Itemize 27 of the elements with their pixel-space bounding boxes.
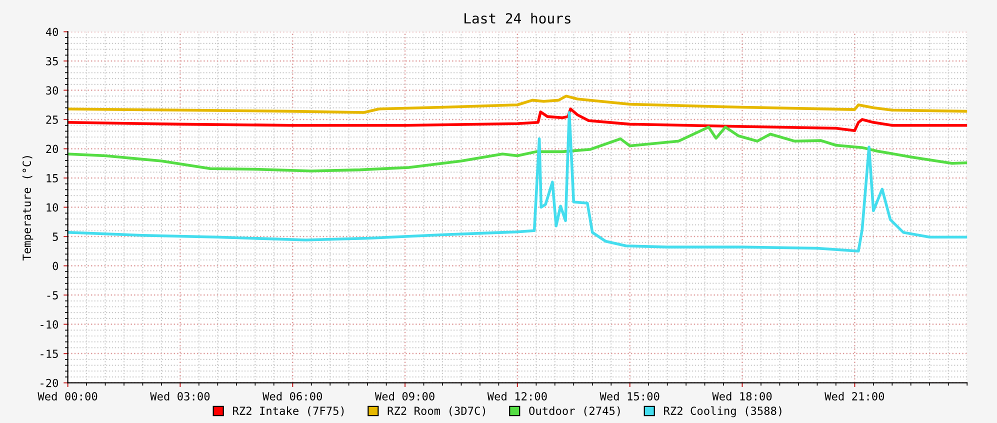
y-tick-label: 30: [46, 86, 58, 95]
x-tick-label: Wed 09:00: [374, 392, 434, 400]
x-tick-label: Wed 06:00: [262, 392, 322, 400]
x-tick-label: Wed 00:00: [38, 392, 98, 400]
y-tick-label: -5: [47, 291, 58, 300]
y-tick-label: 15: [46, 174, 58, 182]
y-tick-label: 35: [46, 56, 58, 66]
y-tick-label: -20: [40, 378, 58, 388]
y-tick-label: 10: [46, 203, 58, 212]
x-tick-label: Wed 03:00: [150, 392, 210, 400]
legend-label: Outdoor (2745): [529, 406, 620, 416]
y-axis-title: Temperature (°C): [22, 156, 34, 261]
legend-label: RZ2 Intake (7F75): [233, 406, 344, 416]
x-tick-label: Wed 12:00: [487, 392, 547, 400]
chart-title: Last 24 hours: [464, 12, 570, 24]
legend-label: RZ2 Cooling (3588): [664, 406, 782, 418]
y-tick-label: 20: [46, 144, 58, 154]
legend-label: RZ2 Room (3D7C): [388, 406, 486, 416]
y-tick-label: -10: [40, 320, 58, 329]
x-tick-label: Wed 18:00: [712, 392, 772, 400]
y-tick-label: -15: [40, 350, 58, 358]
x-tick-label: Wed 21:00: [824, 392, 884, 400]
y-tick-label: 0: [52, 262, 58, 270]
y-tick-label: 40: [46, 28, 58, 36]
y-tick-label: 5: [52, 232, 58, 241]
y-tick-label: 25: [46, 116, 58, 124]
x-tick-label: Wed 15:00: [600, 392, 660, 400]
